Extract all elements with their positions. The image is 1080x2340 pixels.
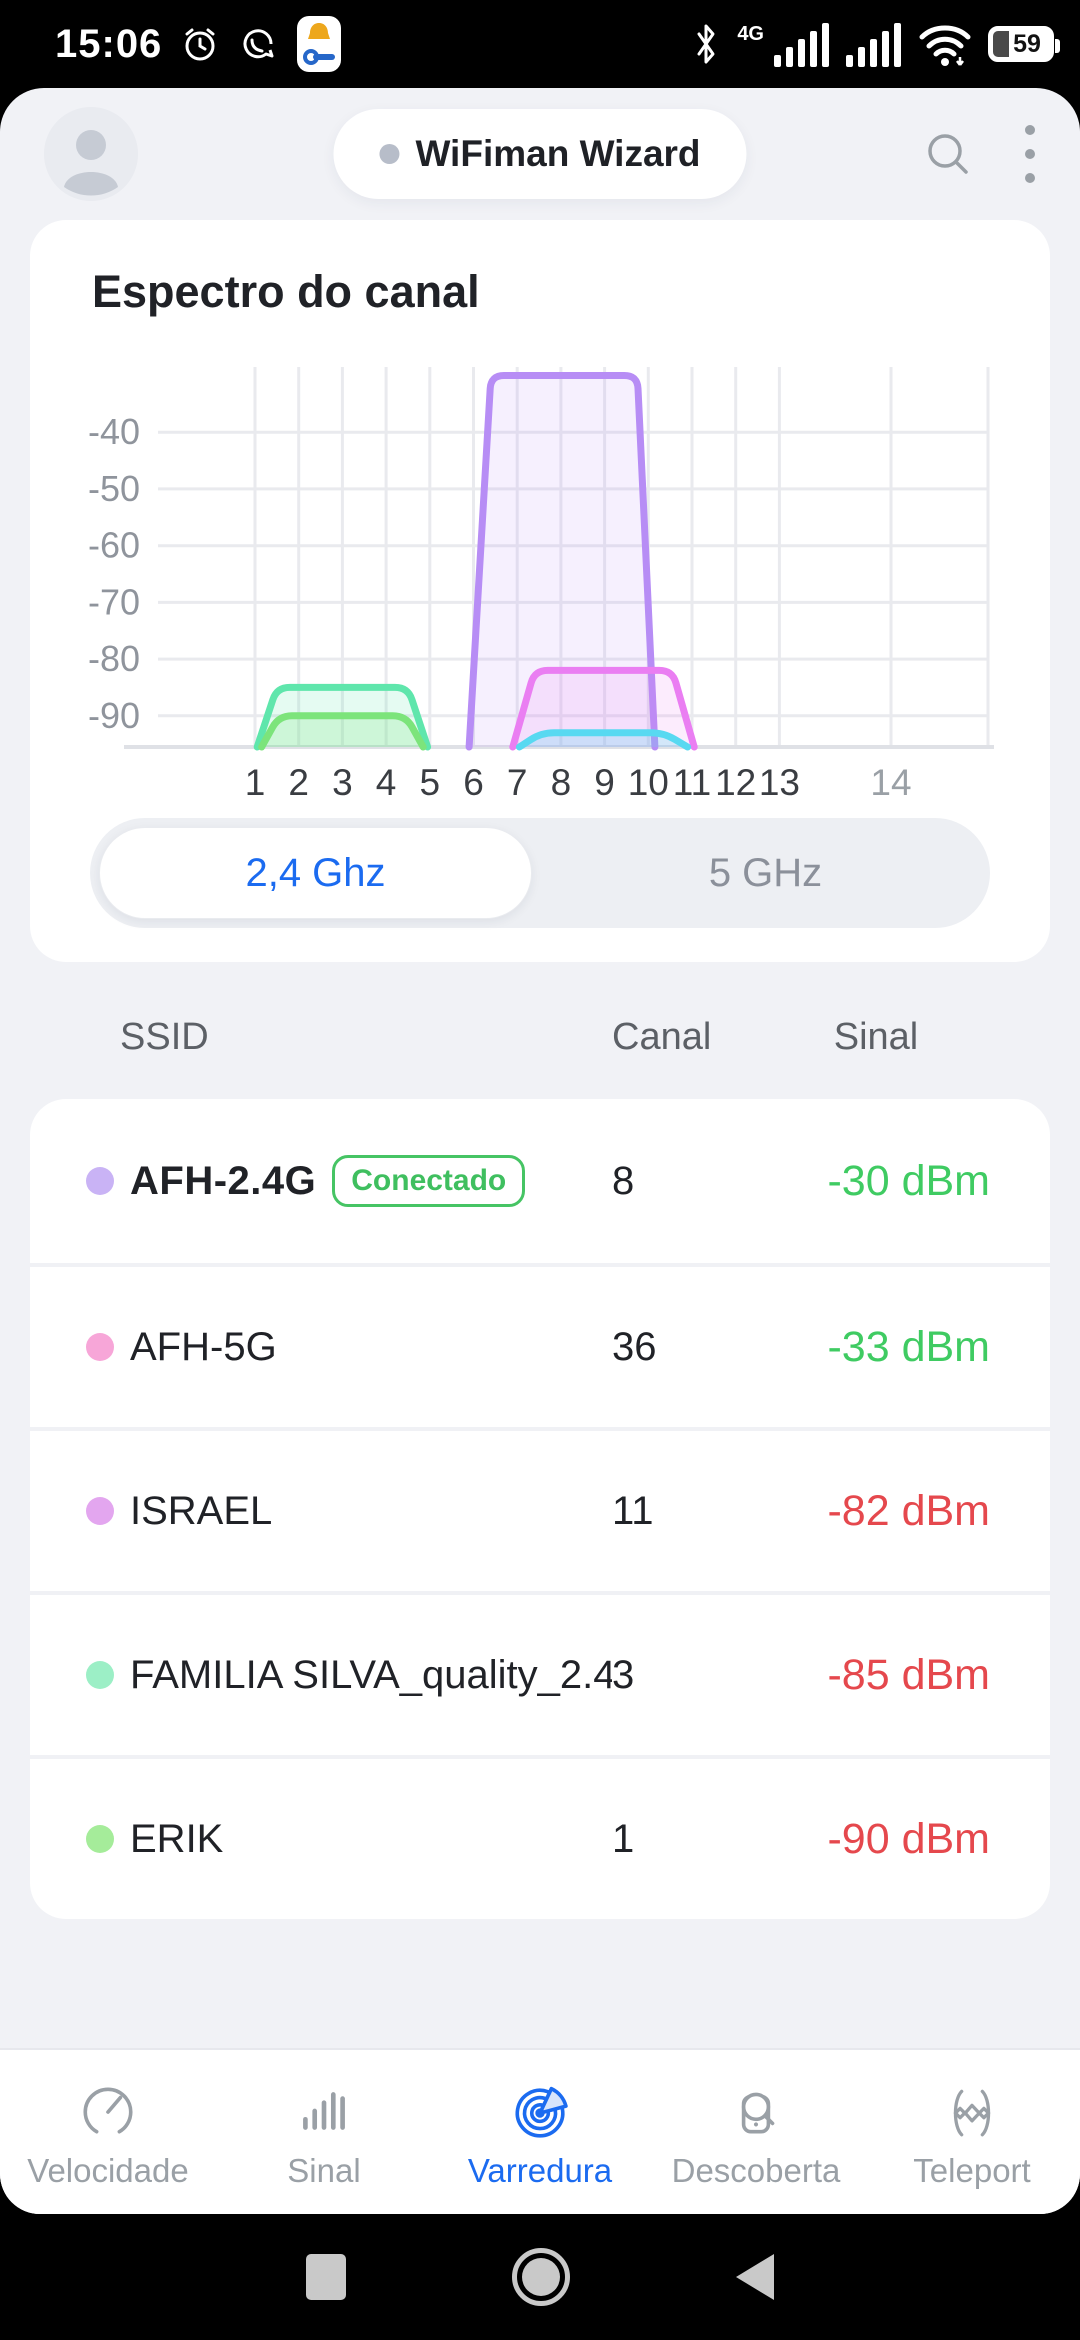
service-notification-icon [296, 15, 342, 73]
canal-value: 11 [612, 1488, 654, 1533]
spectrum-chart: -40-50-60-70-80-901 2 3 4 5 6 7 8 9 10 11 12 13 14 [88, 367, 994, 803]
ssid-label: AFH-2.4G [130, 1158, 317, 1203]
ssid-color-dot [86, 1497, 114, 1525]
radar-scan-icon [509, 2080, 571, 2142]
search-icon[interactable] [924, 130, 972, 178]
app-canvas: WiFiman Wizard Espectro do canal -40 -50 -… [0, 88, 1080, 2214]
table-row[interactable]: ISRAEL 11 -82 dBm [30, 1427, 1050, 1591]
canal-value: 36 [612, 1324, 657, 1369]
app-title: WiFiman Wizard [415, 133, 701, 174]
status-dot-icon [379, 144, 400, 164]
band-toggle: 2,4 Ghz 5 GHz [90, 818, 990, 928]
svg-text:8: 8 [551, 762, 572, 803]
bottom-nav: Velocidade Sinal Varredura [0, 2050, 1080, 2214]
nav-label: Varredura [467, 2152, 613, 2189]
nav-item-varredura[interactable]: Varredura [432, 2050, 648, 2214]
table-row[interactable]: AFH-2.4G Conectado 8 -30 dBm [30, 1099, 1050, 1263]
connected-badge: Conectado [332, 1155, 526, 1207]
speedometer-icon [77, 2080, 139, 2142]
svg-text:-60: -60 [88, 525, 140, 566]
alarm-icon [180, 24, 220, 64]
canal-value: 3 [612, 1652, 635, 1697]
signal-value: -82 dBm [827, 1486, 990, 1535]
header-sinal: Sinal [833, 1016, 919, 1058]
network-list: AFH-2.4G Conectado 8 -30 dBm AFH-5G 36 -… [30, 1099, 1050, 1919]
bluetooth-icon [691, 22, 721, 66]
battery-level: 59 [1013, 29, 1041, 58]
whatsapp-icon [238, 24, 278, 64]
svg-text:6: 6 [463, 762, 484, 803]
nav-label: Velocidade [27, 2152, 189, 2189]
signal-value: -85 dBm [827, 1650, 990, 1699]
nav-label: Sinal [287, 2152, 361, 2189]
home-button[interactable] [512, 2248, 570, 2306]
svg-text:-80: -80 [88, 638, 140, 679]
ssid-label: AFH-5G [130, 1324, 277, 1369]
nav-item-sinal[interactable]: Sinal [216, 2050, 432, 2214]
svg-text:9: 9 [594, 762, 615, 803]
ssid-label: FAMILIA SILVA_quality_2.4G [130, 1652, 612, 1697]
svg-text:2: 2 [288, 762, 309, 803]
teleport-icon [941, 2080, 1003, 2142]
svg-text:-70: -70 [88, 581, 140, 622]
header-canal: Canal [612, 1016, 712, 1058]
nav-label: Teleport [913, 2152, 1031, 2189]
svg-text:4: 4 [376, 762, 397, 803]
signal-value: -33 dBm [827, 1322, 990, 1371]
svg-text:14: 14 [870, 762, 911, 803]
canal-value: 1 [612, 1816, 635, 1861]
signal-value: -90 dBm [827, 1814, 990, 1863]
ssid-color-dot [86, 1825, 114, 1853]
nav-item-descoberta[interactable]: Descoberta [648, 2050, 864, 2214]
wifi-icon [918, 21, 972, 67]
svg-text:10: 10 [628, 762, 669, 803]
app-title-pill[interactable]: WiFiman Wizard [333, 109, 747, 199]
svg-text:12: 12 [715, 762, 756, 803]
signal-bars-icon [293, 2080, 355, 2142]
channel-spectrum-card: Espectro do canal -40 -50 -60 -70 -80 -90 1 2 3 4… [30, 220, 1050, 962]
status-bar: 15:06 4G [0, 0, 1080, 88]
svg-text:7: 7 [507, 762, 528, 803]
svg-text:11: 11 [673, 762, 711, 803]
app-header: WiFiman Wizard [0, 88, 1080, 220]
ssid-color-dot [86, 1167, 114, 1195]
ssid-color-dot [86, 1661, 114, 1689]
device-discovery-icon [725, 2080, 787, 2142]
svg-text:-50: -50 [88, 468, 140, 509]
nav-label: Descoberta [671, 2152, 841, 2189]
nav-item-teleport[interactable]: Teleport [864, 2050, 1080, 2214]
ssid-color-dot [86, 1333, 114, 1361]
kebab-menu-icon[interactable] [1024, 122, 1036, 186]
ssid-label: ISRAEL [130, 1488, 273, 1533]
table-row[interactable]: FAMILIA SILVA_quality_2.4G 3 -85 dBm [30, 1591, 1050, 1755]
back-button[interactable] [736, 2254, 774, 2300]
canal-value: 8 [612, 1158, 635, 1203]
svg-text:-40: -40 [88, 411, 140, 452]
svg-text:13: 13 [759, 762, 800, 803]
svg-text:5: 5 [420, 762, 441, 803]
network-type-label: 4G [737, 22, 764, 45]
android-navigation-bar [0, 2214, 1080, 2340]
clock-time: 15:06 [55, 21, 163, 66]
card-title: Espectro do canal [92, 266, 480, 317]
band-option-2-4ghz[interactable]: 2,4 Ghz [99, 827, 532, 919]
nav-item-velocidade[interactable]: Velocidade [0, 2050, 216, 2214]
svg-text:-90: -90 [88, 695, 140, 736]
table-row[interactable]: AFH-5G 36 -33 dBm [30, 1263, 1050, 1427]
cellular-signal-icon-2 [846, 21, 902, 67]
table-row[interactable]: ERIK 1 -90 dBm [30, 1755, 1050, 1919]
signal-value: -30 dBm [827, 1156, 990, 1205]
band-option-5ghz[interactable]: 5 GHz [708, 850, 823, 895]
battery-indicator: 59 [988, 26, 1060, 62]
avatar[interactable] [44, 107, 138, 201]
table-header: SSID Canal Sinal [30, 1016, 1050, 1059]
ssid-label: ERIK [130, 1816, 224, 1861]
svg-text:3: 3 [332, 762, 353, 803]
header-ssid: SSID [120, 1016, 209, 1058]
cellular-signal-icon-1 [774, 21, 830, 67]
svg-text:1: 1 [245, 762, 266, 803]
recents-button[interactable] [306, 2254, 346, 2300]
